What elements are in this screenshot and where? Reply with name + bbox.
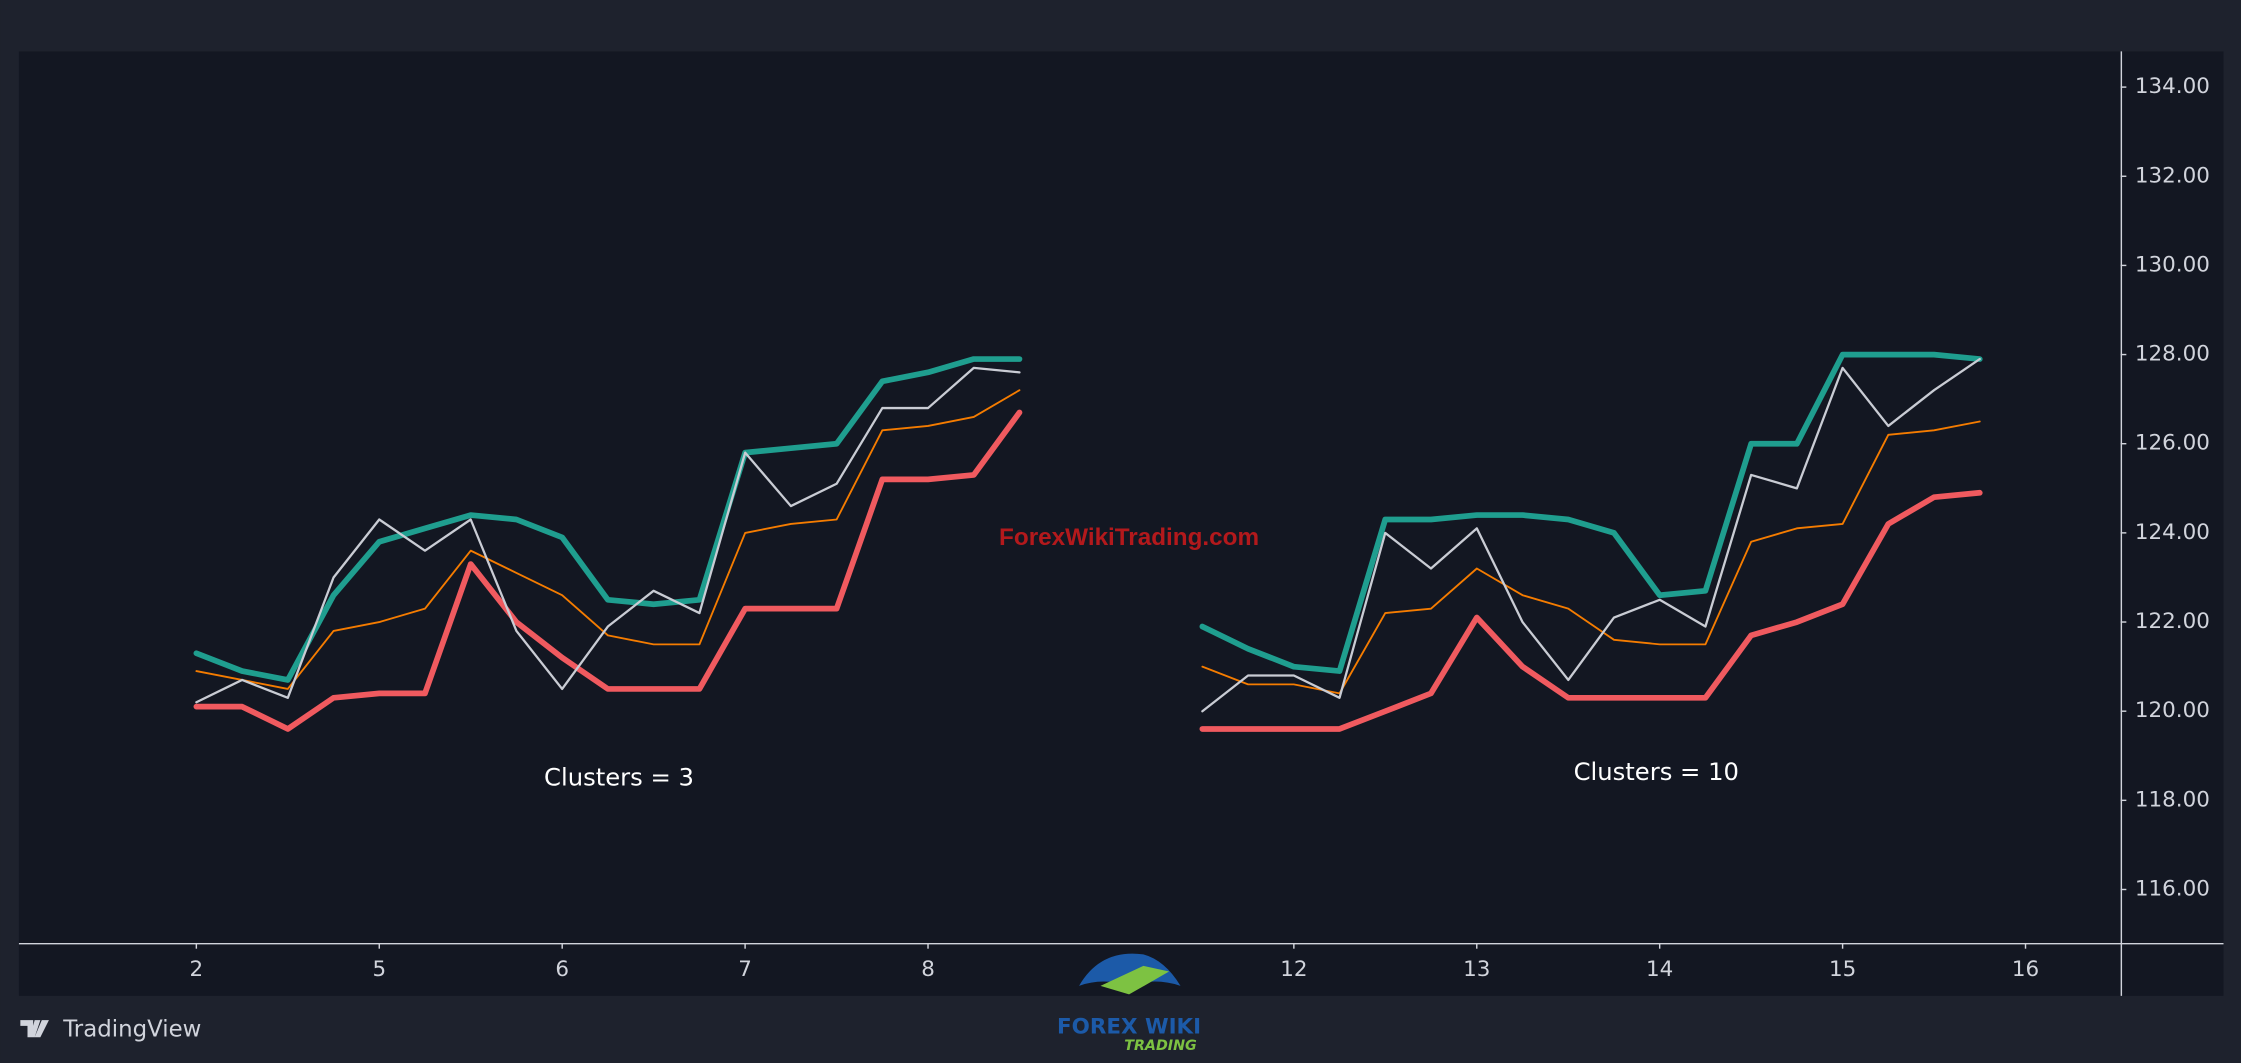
y-tick-label: 124.00	[2135, 520, 2210, 545]
y-tick-label: 134.00	[2135, 74, 2210, 99]
y-tick-label: 122.00	[2135, 609, 2210, 634]
x-tick-label: 14	[1646, 957, 1673, 982]
y-tick-label: 130.00	[2135, 252, 2210, 277]
x-tick-label: 6	[555, 957, 569, 982]
logo: FOREX WIKI TRADING	[1057, 953, 1201, 1054]
x-tick-label: 7	[738, 957, 752, 982]
y-tick-label: 120.00	[2135, 698, 2210, 723]
x-tick-label: 13	[1463, 957, 1490, 982]
y-tick-label: 128.00	[2135, 342, 2210, 367]
brand-text: TradingView	[62, 1017, 201, 1043]
series-line	[195, 389, 1981, 695]
logo-arrow	[1100, 965, 1170, 995]
annotation: Clusters = 3	[544, 763, 694, 792]
series-line	[195, 357, 1981, 713]
x-tick-label: 2	[190, 957, 204, 982]
logo-subtext: TRADING	[1124, 1038, 1197, 1054]
x-tick-label: 12	[1280, 957, 1307, 982]
series-line	[193, 351, 1983, 683]
x-tick-label: 8	[921, 957, 935, 982]
watermark: ForexWikiTrading.com	[999, 524, 1259, 551]
marks	[193, 351, 1983, 732]
brand-icon	[20, 1020, 49, 1038]
y-tick-label: 118.00	[2135, 787, 2210, 812]
series-line	[193, 409, 1983, 732]
y-tick-label: 116.00	[2135, 876, 2210, 901]
logo-text: FOREX WIKI	[1057, 1014, 1201, 1039]
annotation: Clusters = 10	[1574, 757, 1739, 786]
y-tick-label: 126.00	[2135, 431, 2210, 456]
x-tick-label: 5	[372, 957, 386, 982]
x-tick-label: 16	[2012, 957, 2039, 982]
x-tick-label: 15	[1829, 957, 1856, 982]
y-tick-label: 132.00	[2135, 163, 2210, 188]
brand: TradingView	[20, 1017, 201, 1043]
